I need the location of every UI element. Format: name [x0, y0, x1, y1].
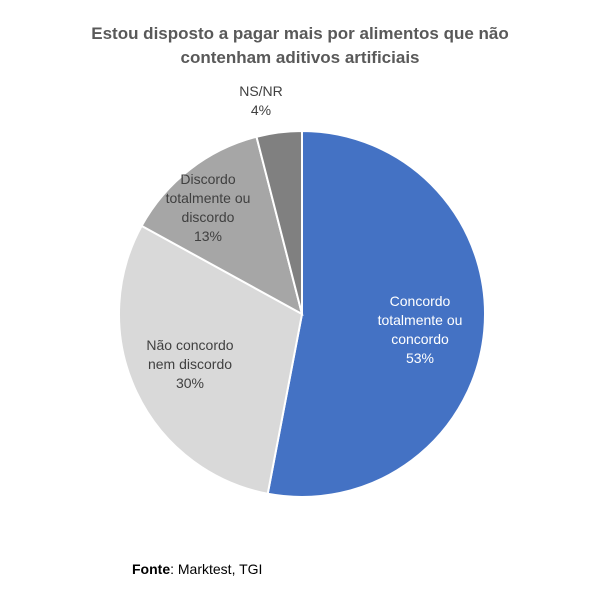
source-label: Fonte [132, 561, 171, 577]
data-label-text: NS/NR [239, 83, 283, 99]
data-label-text: nem discordo [148, 356, 232, 372]
data-label-ns-nr: NS/NR 4% [239, 83, 283, 118]
source-note: Fonte: Marktest, TGI [132, 561, 262, 577]
data-label-text: totalmente ou [378, 312, 463, 328]
chart-title: Estou disposto a pagar mais por alimento… [0, 22, 600, 70]
data-label-value: 30% [176, 375, 204, 391]
data-label-concordo: Concordo totalmente ou concordo 53% [378, 293, 463, 366]
pie-slice-discordo [140, 135, 304, 316]
data-label-text: Discordo [180, 171, 235, 187]
data-label-value: 13% [194, 228, 222, 244]
pie-slice-ns-nr [255, 129, 303, 315]
data-label-nao-concordo: Não concordo nem discordo 30% [146, 337, 233, 391]
data-label-text: discordo [182, 209, 235, 225]
chart-title-line-2: contenham aditivos artificiais [180, 48, 420, 67]
pie-slice-concordo [266, 129, 486, 498]
data-label-text: Concordo [390, 293, 451, 309]
data-label-discordo: Discordo totalmente ou discordo 13% [166, 171, 251, 244]
data-label-value: 4% [251, 102, 271, 118]
data-label-value: 53% [406, 350, 434, 366]
pie-slice-nao-concordo [118, 224, 304, 495]
source-text: : Marktest, TGI [170, 561, 263, 577]
data-label-text: totalmente ou [166, 190, 251, 206]
chart-title-line-1: Estou disposto a pagar mais por alimento… [91, 24, 509, 43]
data-label-text: Não concordo [146, 337, 233, 353]
data-label-text: concordo [391, 331, 449, 347]
